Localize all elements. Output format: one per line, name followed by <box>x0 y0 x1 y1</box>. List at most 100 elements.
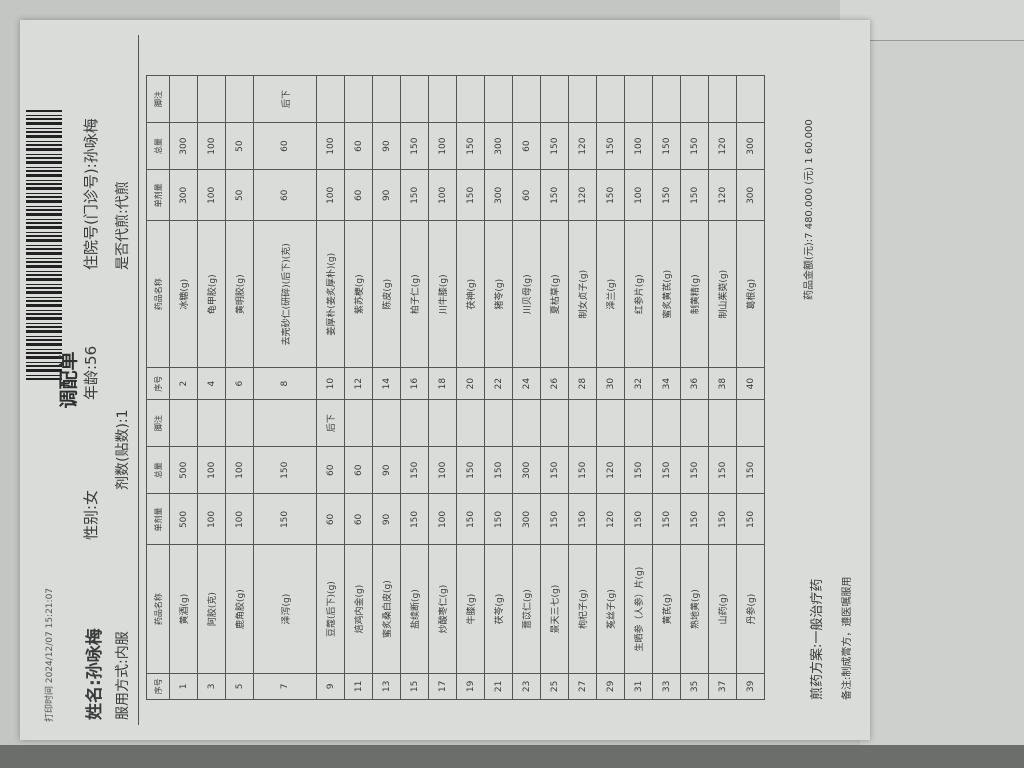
footnote-cell <box>484 75 513 123</box>
table-row: 11 焙鸡内金(g) 60 60 12 紫苏梗(g) 60 60 <box>344 75 373 700</box>
seq-cell: 31 <box>624 673 653 700</box>
single-dose-cell: 60 <box>253 169 317 221</box>
single-dose-cell: 150 <box>484 493 513 545</box>
footnote-cell <box>512 75 541 123</box>
seq-cell: 36 <box>680 367 709 400</box>
footnote-cell <box>568 399 597 447</box>
seq-cell: 35 <box>680 673 709 700</box>
footnote-cell <box>568 75 597 123</box>
column-header: 序号 <box>146 673 170 700</box>
footnote-cell <box>596 399 625 447</box>
medicine-name-cell: 黄酒(g) <box>169 545 198 674</box>
seq-cell: 2 <box>169 367 198 400</box>
single-dose-cell: 100 <box>428 493 457 545</box>
table-row: 33 黄芪(g) 150 150 34 蜜炙黄芪(g) 150 150 <box>652 75 681 700</box>
seq-cell: 18 <box>428 367 457 400</box>
column-header: 脚注 <box>146 399 170 447</box>
seq-cell: 6 <box>225 367 254 400</box>
hospital-number: 住院号(门诊号):孙咏梅 <box>82 118 100 270</box>
table-row: 7 泽泻(g) 150 150 8 去壳砂仁(研碎)(后下)(克) 60 60 后下 <box>253 75 317 700</box>
seq-cell: 20 <box>456 367 485 400</box>
medicine-name-cell: 枸杞子(g) <box>568 545 597 674</box>
table-row: 23 薏苡仁(g) 300 300 24 川贝母(g) 60 60 <box>512 75 541 700</box>
footnote-cell <box>652 399 681 447</box>
total-dose-cell: 100 <box>197 446 226 494</box>
table-row: 21 茯苓(g) 150 150 22 猪苓(g) 300 300 <box>484 75 513 700</box>
medicine-name-cell: 黄芪(g) <box>652 545 681 674</box>
total-dose-cell: 60 <box>316 446 345 494</box>
single-dose-cell: 150 <box>652 493 681 545</box>
footnote-cell <box>344 399 373 447</box>
footnote-cell <box>456 399 485 447</box>
medicine-name-cell: 阿胶(克) <box>197 545 226 674</box>
seq-cell: 29 <box>596 673 625 700</box>
footnote-cell <box>708 75 737 123</box>
single-dose-cell: 90 <box>372 493 401 545</box>
remark: 备注:制成膏方，遵医嘱服用 <box>842 576 853 700</box>
single-dose-cell: 100 <box>428 169 457 221</box>
total-dose-cell: 60 <box>253 122 317 170</box>
column-header: 序号 <box>146 367 170 400</box>
medicine-name-cell: 薏苡仁(g) <box>512 545 541 674</box>
total-dose-cell: 100 <box>428 122 457 170</box>
total-dose-cell: 150 <box>652 122 681 170</box>
total-dose-cell: 150 <box>540 446 569 494</box>
single-dose-cell: 150 <box>540 493 569 545</box>
table-row: 1 黄酒(g) 500 500 2 冰糖(g) 300 300 <box>169 75 198 700</box>
usage-method: 服用方式:内服 <box>115 631 131 720</box>
seq-cell: 26 <box>540 367 569 400</box>
table-header: 序号 药品名称 单剂量 总量 脚注 序号 药品名称 单剂量 总量 脚注 <box>146 75 170 700</box>
single-dose-cell: 120 <box>596 493 625 545</box>
seq-cell: 30 <box>596 367 625 400</box>
medicine-name-cell: 葛根(g) <box>736 220 765 368</box>
table-row: 25 景天三七(g) 150 150 26 夏枯草(g) 150 150 <box>540 75 569 700</box>
background-paper <box>860 0 1024 768</box>
total-amount: 药品金额(元):7 480.000 (元) 1 60.000 <box>804 119 815 300</box>
single-dose-cell: 300 <box>736 169 765 221</box>
single-dose-cell: 150 <box>400 493 429 545</box>
table-row: 13 蜜炙桑白皮(g) 90 90 14 陈皮(g) 90 90 <box>372 75 401 700</box>
prescription-info-row: 服用方式:内服 剂数(贴数):1 是否代煎:代煎 <box>112 40 132 720</box>
footnote-cell <box>512 399 541 447</box>
total-dose-cell: 100 <box>428 446 457 494</box>
single-dose-cell: 120 <box>708 169 737 221</box>
medicine-name-cell: 制山茱萸(g) <box>708 220 737 368</box>
seq-cell: 21 <box>484 673 513 700</box>
total-dose-cell: 100 <box>624 122 653 170</box>
medicine-name-cell: 景天三七(g) <box>540 545 569 674</box>
medicine-name-cell: 紫苏梗(g) <box>344 220 373 368</box>
total-dose-cell: 120 <box>708 122 737 170</box>
desk-surface <box>0 745 1024 768</box>
total-dose-cell: 150 <box>456 446 485 494</box>
medicine-name-cell: 黄明胶(g) <box>225 220 254 368</box>
seq-cell: 9 <box>316 673 345 700</box>
single-dose-cell: 100 <box>624 169 653 221</box>
table-row: 9 豆蔻(后下)(g) 60 60 后下 10 姜厚朴(姜炙厚朴)(g) 100 100 <box>316 75 345 700</box>
total-dose-cell: 150 <box>540 122 569 170</box>
total-dose-cell: 60 <box>512 122 541 170</box>
medicine-name-cell: 夏枯草(g) <box>540 220 569 368</box>
single-dose-cell: 500 <box>169 493 198 545</box>
medicine-name-cell: 龟甲胶(g) <box>197 220 226 368</box>
table-row: 15 盐续断(g) 150 150 16 柏子仁(g) 150 150 <box>400 75 429 700</box>
seq-cell: 23 <box>512 673 541 700</box>
footnote-cell <box>169 399 198 447</box>
medicine-name-cell: 猪苓(g) <box>484 220 513 368</box>
medicine-name-cell: 蜜炙黄芪(g) <box>652 220 681 368</box>
seq-cell: 10 <box>316 367 345 400</box>
column-header: 单剂量 <box>146 493 170 545</box>
medicine-name-cell: 冰糖(g) <box>169 220 198 368</box>
seq-cell: 38 <box>708 367 737 400</box>
seq-cell: 33 <box>652 673 681 700</box>
total-dose-cell: 150 <box>456 122 485 170</box>
medicine-name-cell: 蜜炙桑白皮(g) <box>372 545 401 674</box>
total-dose-cell: 120 <box>596 446 625 494</box>
total-dose-cell: 150 <box>400 122 429 170</box>
total-dose-cell: 500 <box>169 446 198 494</box>
medicine-name-cell: 泽兰(g) <box>596 220 625 368</box>
total-dose-cell: 100 <box>197 122 226 170</box>
decoct-option: 是否代煎:代煎 <box>115 181 131 270</box>
footnote-cell <box>596 75 625 123</box>
seq-cell: 24 <box>512 367 541 400</box>
footnote-cell: 后下 <box>316 399 345 447</box>
